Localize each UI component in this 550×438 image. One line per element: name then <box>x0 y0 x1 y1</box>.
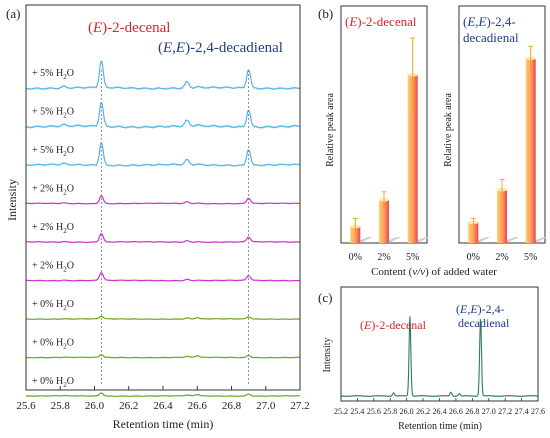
subchart-ylabel: Relative peak area <box>443 93 454 167</box>
x-tick-label: 26.2 <box>416 407 430 416</box>
subchart-title: (E,E)-2,4- <box>463 14 516 29</box>
category-label: 2% <box>495 252 508 263</box>
panel-c: (c) Intensity 25.2 25.4 25.6 25.8 26.0 26.2 26… <box>318 286 545 432</box>
trace-label: + 0% H2O <box>32 299 74 312</box>
trace-label: + 0% H2O <box>32 376 74 389</box>
x-tick-label: 26.8 <box>222 400 242 412</box>
x-tick-label: 27.0 <box>482 407 496 416</box>
x-tick-label: 26.4 <box>433 407 447 416</box>
trace-line <box>25 195 301 205</box>
bar <box>379 199 389 243</box>
x-tick-label: 25.4 <box>350 407 364 416</box>
trace-label: + 5% H2O <box>32 107 74 120</box>
panel-c-label: (c) <box>318 290 332 305</box>
x-tick-label: 27.0 <box>256 400 276 412</box>
x-tick-label: 27.2 <box>498 407 512 416</box>
trace-label: + 0% H2O <box>32 338 74 351</box>
x-tick-label: 26.2 <box>119 400 138 412</box>
category-label: 2% <box>377 252 390 263</box>
x-tick-label: 27.4 <box>515 407 529 416</box>
category-label: 5% <box>406 252 419 263</box>
panel-c-trace <box>340 316 538 398</box>
x-tick-label: 25.6 <box>367 407 381 416</box>
panel-c-decenal-label: (E)-2-decenal <box>360 318 427 332</box>
trace-label: + 5% H2O <box>32 145 74 158</box>
panel-a-x-ticks: 25.6 25.8 26.0 26.2 26.4 26.6 26.8 27.0 27.2 <box>16 386 310 412</box>
trace-line <box>26 392 301 398</box>
subchart-title: decadienal <box>463 30 519 45</box>
panel-a-reference-lines <box>100 70 250 386</box>
trace-label: + 2% H2O <box>32 261 74 274</box>
x-tick-label: 25.8 <box>51 400 71 412</box>
x-tick-label: 26.6 <box>449 407 463 416</box>
panel-a-traces: + 5% H2O + 5% H2O + 5% H2O + 2% H2O + 2% H2O… <box>25 60 301 398</box>
subchart-title: (E)-2-decenal <box>345 14 417 29</box>
bar-subchart: Relative peak area (E)-2-decenal 0% 2% 5% <box>325 5 430 263</box>
x-tick-label: 26.4 <box>153 400 173 412</box>
panel-a-decadienal-label: (E,E)-2,4-decadienal <box>158 40 283 56</box>
panel-b-label: (b) <box>318 6 333 21</box>
panel-c-ylabel: Intensity <box>322 338 333 373</box>
x-tick-label: 27.6 <box>531 407 545 416</box>
trace-line <box>25 315 301 321</box>
panel-c-xlabel: Retention time (min) <box>398 421 482 432</box>
trace-line <box>26 272 301 282</box>
bar <box>407 74 418 244</box>
trace-line <box>25 60 301 91</box>
x-tick-label: 25.2 <box>334 407 348 416</box>
trace-line <box>340 316 538 398</box>
panel-c-x-ticks: 25.2 25.4 25.6 25.8 26.0 26.2 26.4 26.6 26.8 27.0… <box>334 398 545 416</box>
x-tick-label: 25.8 <box>383 407 397 416</box>
trace-line <box>25 233 301 244</box>
panel-a-ylabel: Intensity <box>5 179 19 221</box>
x-tick-label: 27.2 <box>290 400 309 412</box>
x-tick-label: 25.6 <box>16 400 36 412</box>
panel-b: (b) Relative peak area (E)-2-decenal 0% 2% 5… <box>318 5 548 278</box>
bar-subchart: Relative peak area (E,E)-2,4-decadienal 0%… <box>443 5 548 263</box>
category-label: 0% <box>349 252 362 263</box>
panel-b-xlabel: Content (v/v) of added water <box>371 266 497 278</box>
bar <box>497 189 507 243</box>
trace-line <box>25 142 301 167</box>
category-label: 5% <box>524 252 537 263</box>
x-tick-label: 26.0 <box>400 407 414 416</box>
trace-label: + 2% H2O <box>32 184 74 197</box>
panel-c-decadienal-label: (E,E)-2,4- <box>456 302 505 316</box>
bar <box>525 58 536 243</box>
panel-a-label: (a) <box>6 6 20 21</box>
trace-line <box>25 101 301 129</box>
panel-a-decenal-label: (E)-2-decenal <box>88 20 170 36</box>
category-label: 0% <box>467 252 480 263</box>
subchart-ylabel: Relative peak area <box>325 93 336 167</box>
x-tick-label: 26.0 <box>85 400 105 412</box>
panel-a: (a) Intensity + 5% H2O+ 5% H2O+ 5% H2O+ … <box>5 4 310 431</box>
trace-line <box>26 354 301 359</box>
x-tick-label: 26.8 <box>465 407 479 416</box>
trace-label: + 2% H2O <box>32 222 74 235</box>
trace-label: + 5% H2O <box>32 68 74 81</box>
bar <box>468 222 479 243</box>
x-tick-label: 26.6 <box>188 400 208 412</box>
panel-c-decadienal-label-line2: decadienal <box>458 316 510 330</box>
panel-a-xlabel: Retention time (min) <box>113 417 214 431</box>
